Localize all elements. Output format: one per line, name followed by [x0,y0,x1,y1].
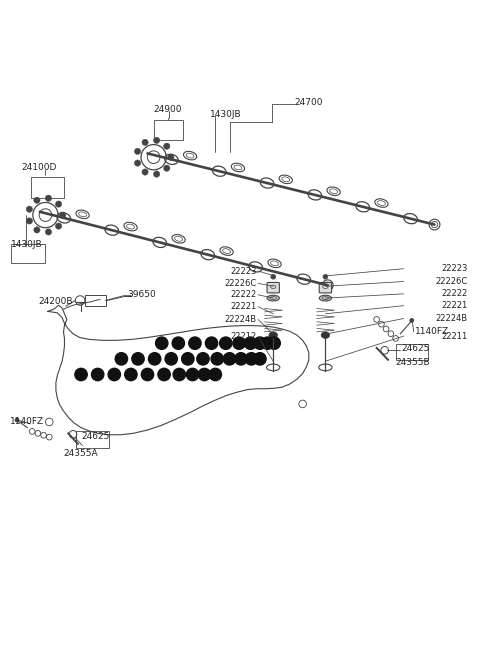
Text: 22212: 22212 [230,332,257,341]
Circle shape [158,368,170,380]
Text: 22223: 22223 [230,266,257,276]
Circle shape [115,353,128,365]
Text: 22224B: 22224B [225,315,257,324]
Bar [76,432,108,447]
Circle shape [75,368,87,380]
Text: 1140FZ: 1140FZ [10,417,44,426]
Text: 1430JB: 1430JB [12,241,43,249]
Text: 22221: 22221 [230,302,257,311]
Circle shape [125,368,137,380]
Text: 39650: 39650 [127,291,156,299]
Circle shape [14,418,19,422]
Circle shape [186,368,199,380]
Ellipse shape [269,332,277,338]
Text: 24200B: 24200B [38,297,73,306]
Circle shape [132,353,144,365]
Circle shape [26,206,33,213]
Circle shape [189,337,201,350]
Text: 24700: 24700 [295,98,323,107]
Circle shape [245,353,258,365]
Circle shape [233,337,245,350]
Circle shape [165,353,178,365]
Text: 22226C: 22226C [435,277,468,286]
Circle shape [223,353,236,365]
Circle shape [142,169,148,175]
Text: 22211: 22211 [442,331,468,340]
Circle shape [198,368,211,380]
Circle shape [173,368,185,380]
Circle shape [45,229,52,235]
Ellipse shape [267,295,279,301]
Circle shape [148,353,161,365]
Circle shape [235,353,247,365]
Text: 22222: 22222 [442,289,468,298]
Circle shape [164,143,170,150]
Circle shape [209,368,221,380]
Circle shape [34,227,40,233]
Circle shape [134,160,141,166]
Circle shape [108,368,120,380]
Circle shape [181,353,194,365]
Circle shape [205,337,218,350]
Circle shape [244,337,257,350]
Circle shape [271,274,276,279]
Text: 22222: 22222 [230,291,257,299]
Circle shape [56,223,62,229]
Text: 24625: 24625 [81,432,109,441]
Circle shape [168,154,174,160]
Circle shape [268,337,280,350]
Circle shape [323,274,328,279]
Circle shape [261,337,274,350]
Circle shape [142,139,148,146]
Text: 1430JB: 1430JB [210,110,242,119]
Circle shape [154,171,160,177]
Circle shape [254,337,266,350]
Circle shape [409,318,414,323]
Text: 24100D: 24100D [22,163,57,172]
Text: 22223: 22223 [441,264,468,273]
Circle shape [45,195,52,201]
FancyBboxPatch shape [319,283,332,293]
Circle shape [134,148,141,155]
Text: 22221: 22221 [442,301,468,310]
Text: 22224B: 22224B [436,314,468,323]
Bar [154,120,183,140]
Circle shape [92,368,104,380]
Text: 24900: 24900 [154,105,182,114]
Bar [85,295,106,306]
Circle shape [219,337,232,350]
Text: 24625: 24625 [401,344,430,354]
Ellipse shape [321,332,330,338]
Text: 24355A: 24355A [63,449,98,459]
Text: 22226C: 22226C [224,279,257,288]
Circle shape [172,337,184,350]
Circle shape [197,353,209,365]
Circle shape [211,353,223,365]
Circle shape [156,337,168,350]
Circle shape [254,353,266,365]
Circle shape [60,212,66,218]
Text: 1140FZ: 1140FZ [415,327,449,337]
Bar [31,176,64,197]
Bar [396,344,428,360]
Circle shape [26,218,33,224]
Circle shape [34,197,40,203]
Text: 24355B: 24355B [396,358,430,367]
Circle shape [56,201,62,207]
Circle shape [164,165,170,171]
Circle shape [154,137,160,144]
Bar [12,245,45,262]
FancyBboxPatch shape [267,283,279,293]
Circle shape [141,368,154,380]
Ellipse shape [319,295,332,301]
